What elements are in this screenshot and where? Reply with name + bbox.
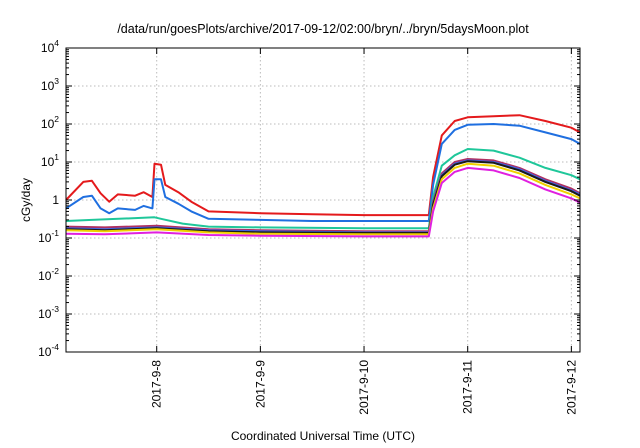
series-line-3	[65, 148, 581, 230]
x-tick-label: 2017-9-12	[564, 360, 578, 415]
y-tick-label: 10-1	[38, 228, 59, 245]
series-line-8	[65, 166, 581, 238]
x-axis-label: Coordinated Universal Time (UTC)	[231, 429, 415, 443]
series-line-2	[65, 123, 581, 222]
y-tick-label: 1	[52, 193, 59, 207]
x-tick-label: 2017-9-10	[357, 360, 371, 415]
y-tick-label: 104	[41, 38, 59, 55]
series-group	[65, 114, 581, 238]
grid-lines	[66, 48, 580, 352]
y-tick-label: 102	[41, 114, 59, 131]
x-tick-label: 2017-9-11	[461, 360, 475, 414]
chart-title: /data/run/goesPlots/archive/2017-09-12/0…	[117, 22, 529, 36]
y-axis-label: cGy/day	[19, 178, 33, 222]
series-line-1	[65, 114, 581, 217]
y-tick-labels: 10-4 10-3 10-2 10-1 1 101 102 103 104	[38, 38, 59, 359]
y-tick-label: 10-2	[38, 266, 59, 283]
series-line-7	[65, 162, 581, 236]
x-tick-labels: 2017-9-8 2017-9-9 2017-9-10 2017-9-11 2017-9…	[150, 360, 579, 415]
y-tick-label: 10-3	[38, 304, 59, 321]
x-tick-label: 2017-9-9	[253, 360, 267, 408]
y-tick-label: 10-4	[38, 342, 59, 359]
tick-marks	[66, 47, 580, 353]
y-tick-label: 103	[41, 76, 59, 93]
series-line-6	[65, 160, 581, 234]
x-tick-label: 2017-9-8	[150, 360, 164, 408]
y-tick-label: 101	[41, 152, 59, 169]
